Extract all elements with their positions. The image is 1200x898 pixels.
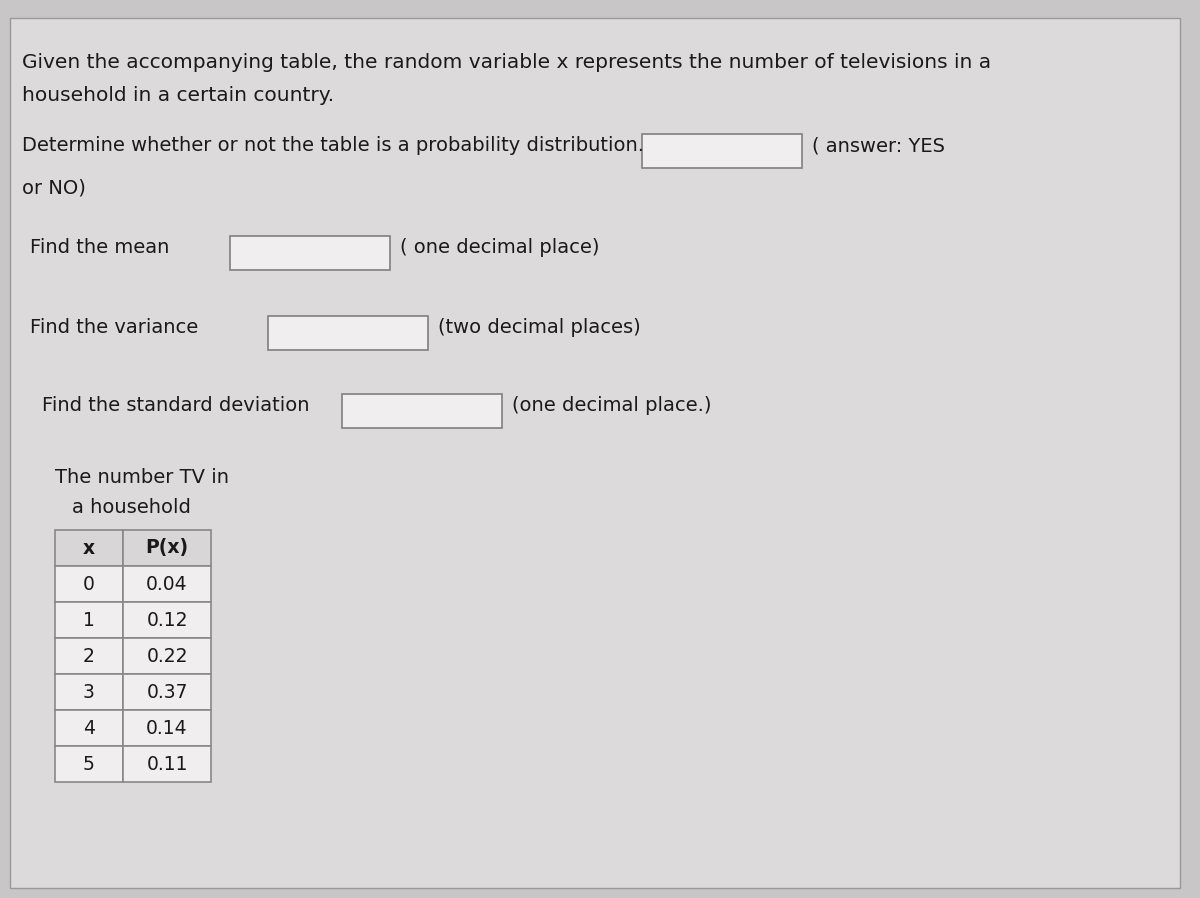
Text: P(x): P(x) (145, 539, 188, 558)
FancyBboxPatch shape (124, 530, 211, 566)
Text: 1: 1 (83, 611, 95, 629)
FancyBboxPatch shape (124, 674, 211, 710)
Text: x: x (83, 539, 95, 558)
Text: The number TV in: The number TV in (55, 468, 229, 487)
FancyBboxPatch shape (124, 638, 211, 674)
FancyBboxPatch shape (342, 394, 502, 428)
Text: 0.22: 0.22 (146, 647, 187, 665)
FancyBboxPatch shape (268, 316, 428, 350)
FancyBboxPatch shape (55, 638, 124, 674)
FancyBboxPatch shape (55, 710, 124, 746)
Text: 0.12: 0.12 (146, 611, 187, 629)
FancyBboxPatch shape (642, 134, 802, 168)
Text: 0.04: 0.04 (146, 575, 188, 594)
Text: or NO): or NO) (22, 178, 86, 197)
Text: a household: a household (72, 498, 191, 517)
Text: Find the mean: Find the mean (30, 238, 169, 257)
FancyBboxPatch shape (55, 530, 124, 566)
Text: ( one decimal place): ( one decimal place) (400, 238, 600, 257)
Text: household in a certain country.: household in a certain country. (22, 86, 334, 105)
Text: Find the variance: Find the variance (30, 318, 198, 337)
FancyBboxPatch shape (124, 566, 211, 602)
Text: 4: 4 (83, 718, 95, 737)
FancyBboxPatch shape (124, 746, 211, 782)
Text: (two decimal places): (two decimal places) (438, 318, 641, 337)
FancyBboxPatch shape (124, 602, 211, 638)
Text: 5: 5 (83, 754, 95, 773)
Text: 0.37: 0.37 (146, 682, 187, 701)
Text: (one decimal place.): (one decimal place.) (512, 396, 712, 415)
Text: Given the accompanying table, the random variable x represents the number of tel: Given the accompanying table, the random… (22, 53, 991, 72)
FancyBboxPatch shape (55, 566, 124, 602)
Text: 0: 0 (83, 575, 95, 594)
Text: Determine whether or not the table is a probability distribution.: Determine whether or not the table is a … (22, 136, 644, 155)
Text: 0.11: 0.11 (146, 754, 187, 773)
FancyBboxPatch shape (10, 18, 1180, 888)
FancyBboxPatch shape (55, 602, 124, 638)
Text: ( answer: YES: ( answer: YES (812, 136, 946, 155)
Text: 2: 2 (83, 647, 95, 665)
FancyBboxPatch shape (230, 236, 390, 270)
FancyBboxPatch shape (55, 746, 124, 782)
FancyBboxPatch shape (124, 710, 211, 746)
Text: 3: 3 (83, 682, 95, 701)
Text: 0.14: 0.14 (146, 718, 188, 737)
Text: Find the standard deviation: Find the standard deviation (42, 396, 310, 415)
FancyBboxPatch shape (55, 674, 124, 710)
